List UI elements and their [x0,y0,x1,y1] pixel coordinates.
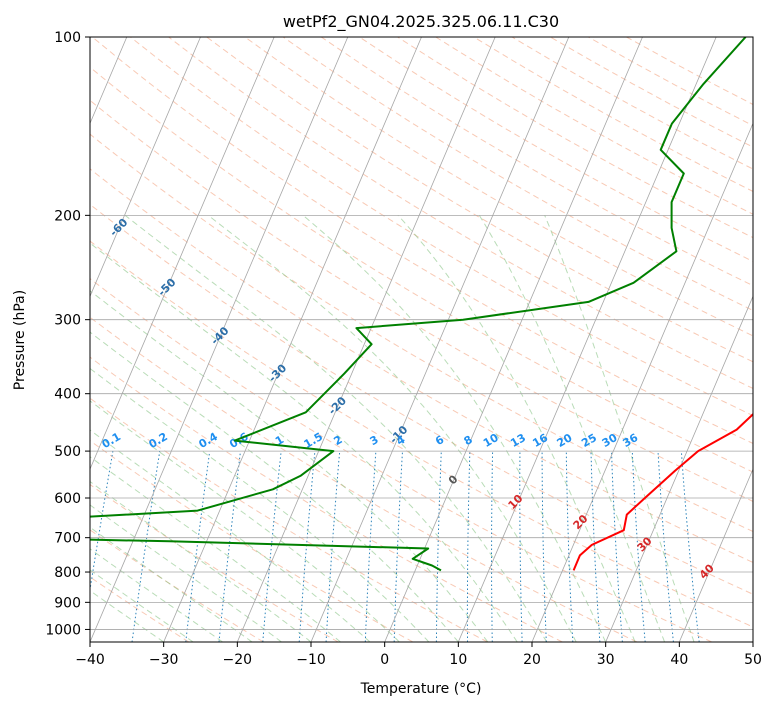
mixing-ratio-line [218,451,241,642]
isobars [90,37,753,630]
y-tick-label: 300 [54,313,81,329]
y-tick-label: 100 [54,30,81,46]
dry-adiabat-line [90,203,753,595]
moist-adiabat-line [90,526,253,642]
x-tick-label: 20 [523,652,541,668]
x-tick-label: −20 [223,652,253,668]
y-tick-label: 900 [54,595,81,611]
mixing-ratio-line [631,451,646,642]
mixing-ratio-line [680,451,700,642]
moist-adiabat-line [478,215,666,642]
y-tick-label: 1000 [45,622,81,638]
moist-adiabat-line [302,214,607,642]
dry-adiabat-line [130,37,753,417]
x-tick-label: 40 [670,652,688,668]
x-axis: −40 −30 −20 −10 0 10 20 30 40 50 [75,642,762,668]
dry-adiabat-line [90,483,339,642]
dewpoint-profile-line [90,37,747,572]
dry-adiabat-line [90,356,563,642]
plot-frame [89,36,754,643]
x-tick-label: 0 [380,652,389,668]
isotherm-line [457,37,717,642]
moist-adiabat-line [90,589,164,642]
moist-adiabat-line [90,569,194,642]
x-tick-label: −10 [296,652,326,668]
moist-adiabat-line [124,214,548,642]
mixing-ratio-line [90,451,114,593]
moist-adiabat-line [207,214,577,642]
isotherm-line [384,37,643,642]
y-tick-label: 400 [54,387,81,403]
dry-adiabat-line [282,37,753,312]
y-axis-title: Pressure (hPa) [12,290,28,390]
moist-adiabat-line [90,400,400,642]
dry-adiabat-line [90,529,264,642]
moist-adiabat-line [90,504,282,642]
x-tick-label: 50 [744,652,762,668]
moist-adiabat-line [90,367,430,642]
moist-adiabat-line [90,480,312,642]
x-tick-label: −30 [149,652,179,668]
x-tick-label: −40 [75,652,105,668]
isotherm-line [531,122,753,642]
dry-adiabat-line [91,37,753,445]
chart-title: wetPf2_GN04.2025.325.06.11.C30 [283,12,559,32]
dry-adiabat-line [90,278,712,642]
temperature-profile-line [572,412,753,571]
moist-adiabat-line [90,456,341,642]
dry-adiabat-line [90,99,753,502]
mixing-ratio-line [657,451,674,642]
y-tick-label: 800 [54,565,81,581]
y-tick-label: 700 [54,531,81,547]
y-tick-label: 600 [54,491,81,507]
x-axis-title: Temperature (°C) [360,681,482,697]
isotherm-line [605,295,753,642]
isotherm-line [163,37,422,642]
y-tick-label: 500 [54,444,81,460]
isotherm-line [310,37,570,642]
isotherms [90,37,753,642]
isotherm-line [90,37,201,298]
y-axis: 100 200 300 400 500 600 700 800 900 1000 [45,30,90,638]
dry-adiabat-line [168,37,753,389]
mixing-ratio-line [298,451,316,642]
dry-adiabat-line [90,133,753,533]
isotherm-line [90,37,275,471]
mixing-ratio-line [262,451,282,642]
isotherm-line [678,468,753,642]
moist-adiabat-line [544,215,695,642]
y-tick-label: 200 [54,208,81,224]
moist-adiabat-line [90,548,223,642]
x-tick-label: 30 [597,652,615,668]
x-tick-label: 10 [449,652,467,668]
moist-adiabat-line [90,331,459,642]
dry-adiabat-line [90,240,753,628]
mixing-ratio-line [185,451,211,642]
dry-adiabat-line [244,37,753,337]
profile-series [90,37,753,572]
